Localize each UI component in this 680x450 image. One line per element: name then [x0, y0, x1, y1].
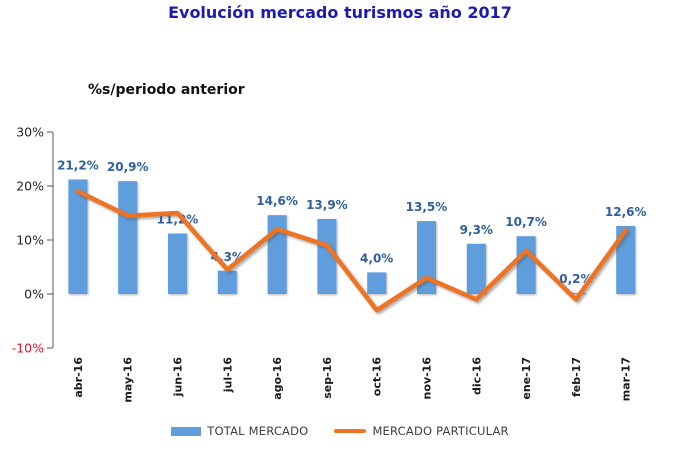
y-axis-label--10%: -10%: [12, 341, 44, 356]
bar-jun-16: [168, 233, 187, 294]
y-axis-label-30%: 30%: [16, 125, 44, 140]
bar-sep-16: [317, 218, 337, 294]
y-axis-label-10%: 10%: [16, 233, 44, 248]
bar-abr-16: [68, 179, 88, 294]
x-axis-label-feb-17: feb-17: [570, 357, 583, 397]
bar-nov-16: [417, 221, 436, 294]
bar-series-swatch: [171, 426, 202, 436]
bar-ene-17: [516, 236, 536, 294]
legend-label-total-mercado: TOTAL MERCADO: [207, 424, 309, 438]
x-axis-label-dic-16: dic-16: [470, 357, 483, 395]
bar-mar-17: [616, 225, 636, 294]
bar-may-16: [118, 181, 138, 294]
chart-subtitle: %s/periodo anterior: [88, 82, 245, 98]
x-axis-label-mar-17: mar-17: [620, 357, 633, 401]
y-axis-label-20%: 20%: [16, 179, 44, 194]
x-axis-label-jun-16: jun-16: [172, 357, 185, 398]
x-axis-label-ago-16: ago-16: [271, 357, 284, 400]
x-axis-label-ene-17: ene-17: [520, 357, 533, 400]
bar-dic-16: [466, 243, 486, 294]
bar-value-label-mar-17: 12,6%: [605, 205, 647, 219]
bar-jul-16: [217, 270, 237, 294]
chart-legend: TOTAL MERCADO MERCADO PARTICULAR: [0, 424, 680, 438]
x-axis-label-may-16: may-16: [122, 357, 135, 403]
chart-plot-area: 30%20%10%0%-10%21,2% 20,9%11,2%4,3%14,6% 1…: [12, 125, 647, 403]
legend-label-mercado-particular: MERCADO PARTICULAR: [372, 424, 509, 438]
chart-title: Evolución mercado turismos año 2017: [168, 3, 512, 22]
x-axis-label-nov-16: nov-16: [421, 357, 434, 400]
mercado-particular-line: [75, 189, 628, 313]
x-axis-label-oct-16: oct-16: [371, 357, 384, 397]
bar-feb-17: [566, 292, 586, 294]
bar-value-label-dic-16: 9,3%: [460, 223, 493, 237]
bar-oct-16: [367, 272, 387, 294]
bar-value-label-ene-17: 10,7%: [505, 215, 547, 229]
legend-item-mercado-particular: MERCADO PARTICULAR: [334, 424, 509, 438]
legend-item-total-mercado: TOTAL MERCADO: [171, 424, 308, 438]
x-axis-label-sep-16: sep-16: [321, 357, 334, 399]
y-axis-label-0%: 0%: [24, 287, 44, 302]
bar-value-label-nov-16: 13,5%: [406, 200, 448, 214]
bar-value-label-abr-16: 21,2%: [57, 159, 99, 173]
bar-value-label-oct-16: 4,0%: [360, 251, 393, 265]
bar-value-label-feb-17: 0,2%: [559, 272, 592, 286]
bar-value-label-ago-16: 14,6%: [256, 194, 298, 208]
bar-value-label-sep-16: 13,9%: [306, 198, 348, 212]
bar-value-label-may-16: 20,9%: [107, 160, 149, 174]
x-axis-label-jul-16: jul-16: [221, 357, 234, 394]
x-axis-label-abr-16: abr-16: [72, 357, 85, 398]
line-series-swatch: [334, 428, 367, 434]
